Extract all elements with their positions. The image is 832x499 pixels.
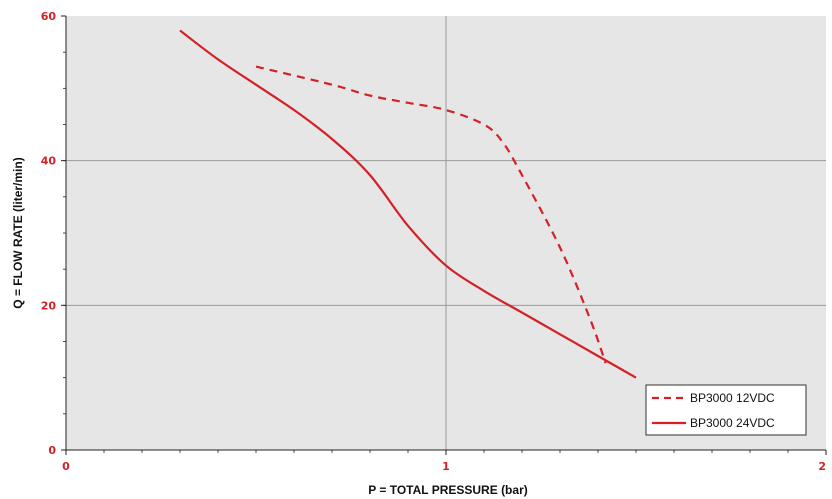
legend-label-24vdc: BP3000 24VDC: [690, 416, 775, 430]
y-tick-label: 20: [41, 299, 57, 312]
series-line-12vdc: [255, 65, 607, 364]
legend: BP3000 12VDC BP3000 24VDC: [645, 384, 807, 436]
x-tick-label: 2: [818, 460, 826, 473]
x-tick-label: 0: [62, 460, 70, 473]
y-tick-label: 40: [41, 155, 57, 168]
x-axis-title: P = TOTAL PRESSURE (bar): [368, 483, 527, 497]
series-line-24vdc: [179, 29, 637, 379]
legend-box: [645, 384, 807, 436]
grid: [66, 16, 826, 450]
y-axis-title: Q = FLOW RATE (liter/min): [11, 157, 25, 308]
legend-label-12vdc: BP3000 12VDC: [690, 391, 775, 405]
y-tick-label: 60: [41, 10, 57, 23]
x-tick-label: 1: [442, 460, 450, 473]
y-tick-label: 0: [48, 444, 56, 457]
series-group: [179, 29, 637, 379]
ticks-group: [61, 15, 827, 455]
